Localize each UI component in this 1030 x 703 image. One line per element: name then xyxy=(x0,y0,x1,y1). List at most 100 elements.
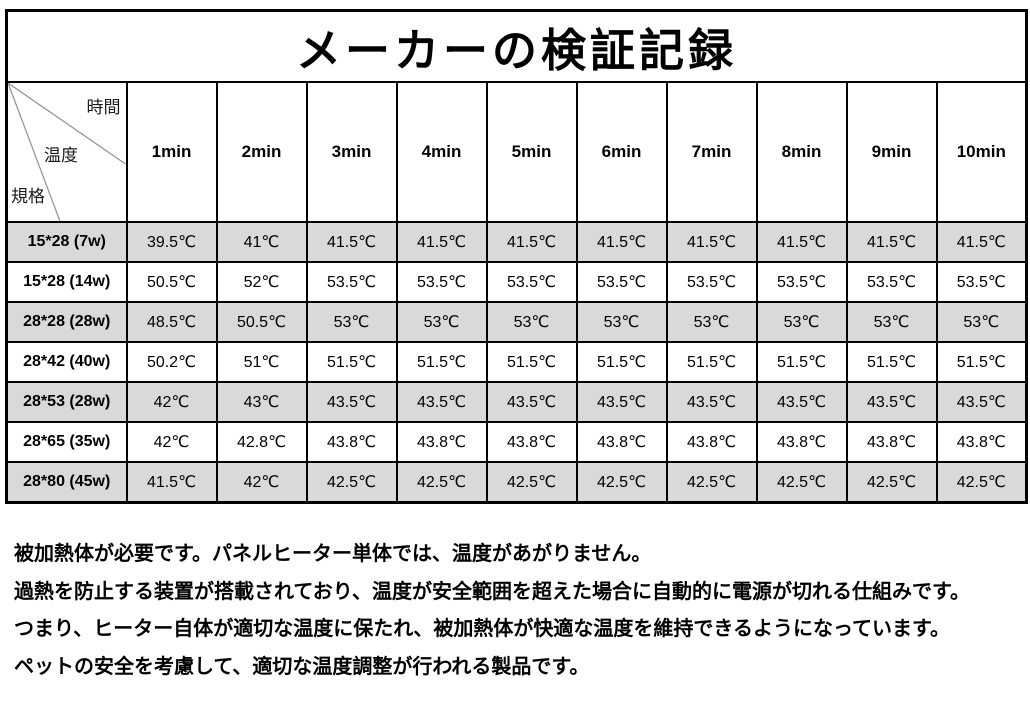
temp-value-cell: 53.5℃ xyxy=(485,261,578,303)
temp-value-cell: 43.8℃ xyxy=(575,421,668,463)
temp-value-cell: 41.5℃ xyxy=(485,221,578,263)
table-header-row: 時間 温度 規格 1min 2min 3min 4min 5min 6min 7min 8mi… xyxy=(5,81,1028,223)
time-header-10min: 10min xyxy=(935,81,1028,223)
temp-value-cell: 53℃ xyxy=(755,301,848,343)
corner-cell: 時間 温度 規格 xyxy=(5,81,128,223)
temp-value-cell: 43.8℃ xyxy=(485,421,578,463)
temp-value-cell: 39.5℃ xyxy=(125,221,218,263)
temp-value-cell: 43.8℃ xyxy=(665,421,758,463)
temp-value-cell: 43.5℃ xyxy=(755,381,848,423)
temp-value-cell: 51.5℃ xyxy=(665,341,758,383)
temp-value-cell: 42.5℃ xyxy=(665,461,758,504)
time-header-9min: 9min xyxy=(845,81,938,223)
temp-value-cell: 43.5℃ xyxy=(485,381,578,423)
temp-value-cell: 52℃ xyxy=(215,261,308,303)
temp-value-cell: 42.8℃ xyxy=(215,421,308,463)
footnote-line: つまり、ヒーター自体が適切な温度に保たれ、被加熱体が快適な温度を維持できるように… xyxy=(14,618,950,640)
temp-value-cell: 42.5℃ xyxy=(935,461,1028,504)
spec-cell: 28*42 (40w) xyxy=(5,341,128,383)
temp-value-cell: 42.5℃ xyxy=(305,461,398,504)
temp-value-cell: 53.5℃ xyxy=(665,261,758,303)
spec-cell: 28*80 (45w) xyxy=(5,461,128,504)
temp-value-cell: 53℃ xyxy=(305,301,398,343)
temp-value-cell: 41.5℃ xyxy=(125,461,218,504)
temp-value-cell: 42.5℃ xyxy=(485,461,578,504)
temp-value-cell: 53.5℃ xyxy=(575,261,668,303)
temp-value-cell: 41.5℃ xyxy=(755,221,848,263)
footnote-line: ペットの安全を考慮して、適切な温度調整が行われる製品です。 xyxy=(14,655,590,678)
footnote-line: 過熱を防止する装置が搭載されており、温度が安全範囲を超えた場合に自動的に電源が切… xyxy=(14,580,970,603)
temp-value-cell: 51.5℃ xyxy=(395,341,488,383)
temp-value-cell: 42.5℃ xyxy=(575,461,668,504)
table-row: 28*65 (35w) 42℃ 42.8℃ 43.8℃ 43.8℃ 43.8℃ 43.8℃ 4… xyxy=(5,421,1028,463)
temp-value-cell: 53.5℃ xyxy=(305,261,398,303)
temp-value-cell: 53℃ xyxy=(845,301,938,343)
table-row: 28*53 (28w) 42℃ 43℃ 43.5℃ 43.5℃ 43.5℃ 43.5℃ 43.… xyxy=(5,381,1028,423)
temp-value-cell: 53℃ xyxy=(485,301,578,343)
temp-value-cell: 53℃ xyxy=(665,301,758,343)
temp-value-cell: 43.5℃ xyxy=(395,381,488,423)
spec-cell: 28*28 (28w) xyxy=(5,301,128,343)
temp-value-cell: 53℃ xyxy=(395,301,488,343)
temp-value-cell: 50.5℃ xyxy=(215,301,308,343)
temp-value-cell: 51.5℃ xyxy=(575,341,668,383)
table-row: 28*42 (40w) 50.2℃ 51℃ 51.5℃ 51.5℃ 51.5℃ 51.5℃ 5… xyxy=(5,341,1028,383)
temp-value-cell: 41.5℃ xyxy=(935,221,1028,263)
page-title: メーカーの検証記録 xyxy=(5,9,1028,83)
footnote-line: 被加熱体が必要です。パネルヒーター単体では、温度があがりません。 xyxy=(14,543,652,565)
temp-value-cell: 50.2℃ xyxy=(125,341,218,383)
corner-spec-label: 規格 xyxy=(11,187,45,206)
spec-cell: 28*65 (35w) xyxy=(5,421,128,463)
temp-value-cell: 41.5℃ xyxy=(845,221,938,263)
table-row: 15*28 (7w) 39.5℃ 41℃ 41.5℃ 41.5℃ 41.5℃ 41.5℃ 41… xyxy=(5,221,1028,263)
temp-value-cell: 41.5℃ xyxy=(665,221,758,263)
temp-value-cell: 41.5℃ xyxy=(305,221,398,263)
time-header-8min: 8min xyxy=(755,81,848,223)
table-row: 28*80 (45w) 41.5℃ 42℃ 42.5℃ 42.5℃ 42.5℃ 42.5℃ 4… xyxy=(5,461,1028,504)
spec-cell: 28*53 (28w) xyxy=(5,381,128,423)
temp-value-cell: 51.5℃ xyxy=(305,341,398,383)
time-header-4min: 4min xyxy=(395,81,488,223)
temp-value-cell: 53℃ xyxy=(935,301,1028,343)
temp-value-cell: 51.5℃ xyxy=(935,341,1028,383)
temp-value-cell: 51.5℃ xyxy=(845,341,938,383)
diagonal-divider-lines xyxy=(8,83,126,221)
title-row: メーカーの検証記録 xyxy=(5,9,1028,83)
temp-value-cell: 42.5℃ xyxy=(395,461,488,504)
temp-value-cell: 43.8℃ xyxy=(935,421,1028,463)
temp-value-cell: 43.8℃ xyxy=(845,421,938,463)
verification-table: メーカーの検証記録 時間 温度 規格 1min 2min 3min 4min 5min 6… xyxy=(5,9,1029,504)
temp-value-cell: 51.5℃ xyxy=(485,341,578,383)
temp-value-cell: 50.5℃ xyxy=(125,261,218,303)
time-header-2min: 2min xyxy=(215,81,308,223)
temp-value-cell: 43.5℃ xyxy=(305,381,398,423)
temp-value-cell: 51℃ xyxy=(215,341,308,383)
temp-value-cell: 53.5℃ xyxy=(755,261,848,303)
time-header-7min: 7min xyxy=(665,81,758,223)
temp-value-cell: 53℃ xyxy=(575,301,668,343)
temp-value-cell: 41℃ xyxy=(215,221,308,263)
corner-temp-label: 温度 xyxy=(44,146,78,165)
table-row: 15*28 (14w) 50.5℃ 52℃ 53.5℃ 53.5℃ 53.5℃ 53.5℃ 5… xyxy=(5,261,1028,303)
spec-cell: 15*28 (7w) xyxy=(5,221,128,263)
temp-value-cell: 42.5℃ xyxy=(845,461,938,504)
temp-value-cell: 43.5℃ xyxy=(665,381,758,423)
temp-value-cell: 43℃ xyxy=(215,381,308,423)
temp-value-cell: 43.5℃ xyxy=(845,381,938,423)
temp-value-cell: 42℃ xyxy=(125,421,218,463)
temp-value-cell: 43.5℃ xyxy=(575,381,668,423)
time-header-1min: 1min xyxy=(125,81,218,223)
temp-value-cell: 42℃ xyxy=(215,461,308,504)
temp-value-cell: 42℃ xyxy=(125,381,218,423)
temp-value-cell: 43.5℃ xyxy=(935,381,1028,423)
temp-value-cell: 51.5℃ xyxy=(755,341,848,383)
time-header-3min: 3min xyxy=(305,81,398,223)
table-row: 28*28 (28w) 48.5℃ 50.5℃ 53℃ 53℃ 53℃ 53℃ 53℃ 53℃ 5… xyxy=(5,301,1028,343)
spec-cell: 15*28 (14w) xyxy=(5,261,128,303)
temp-value-cell: 42.5℃ xyxy=(755,461,848,504)
temp-value-cell: 43.8℃ xyxy=(755,421,848,463)
time-header-6min: 6min xyxy=(575,81,668,223)
temp-value-cell: 43.8℃ xyxy=(305,421,398,463)
temp-value-cell: 53.5℃ xyxy=(935,261,1028,303)
